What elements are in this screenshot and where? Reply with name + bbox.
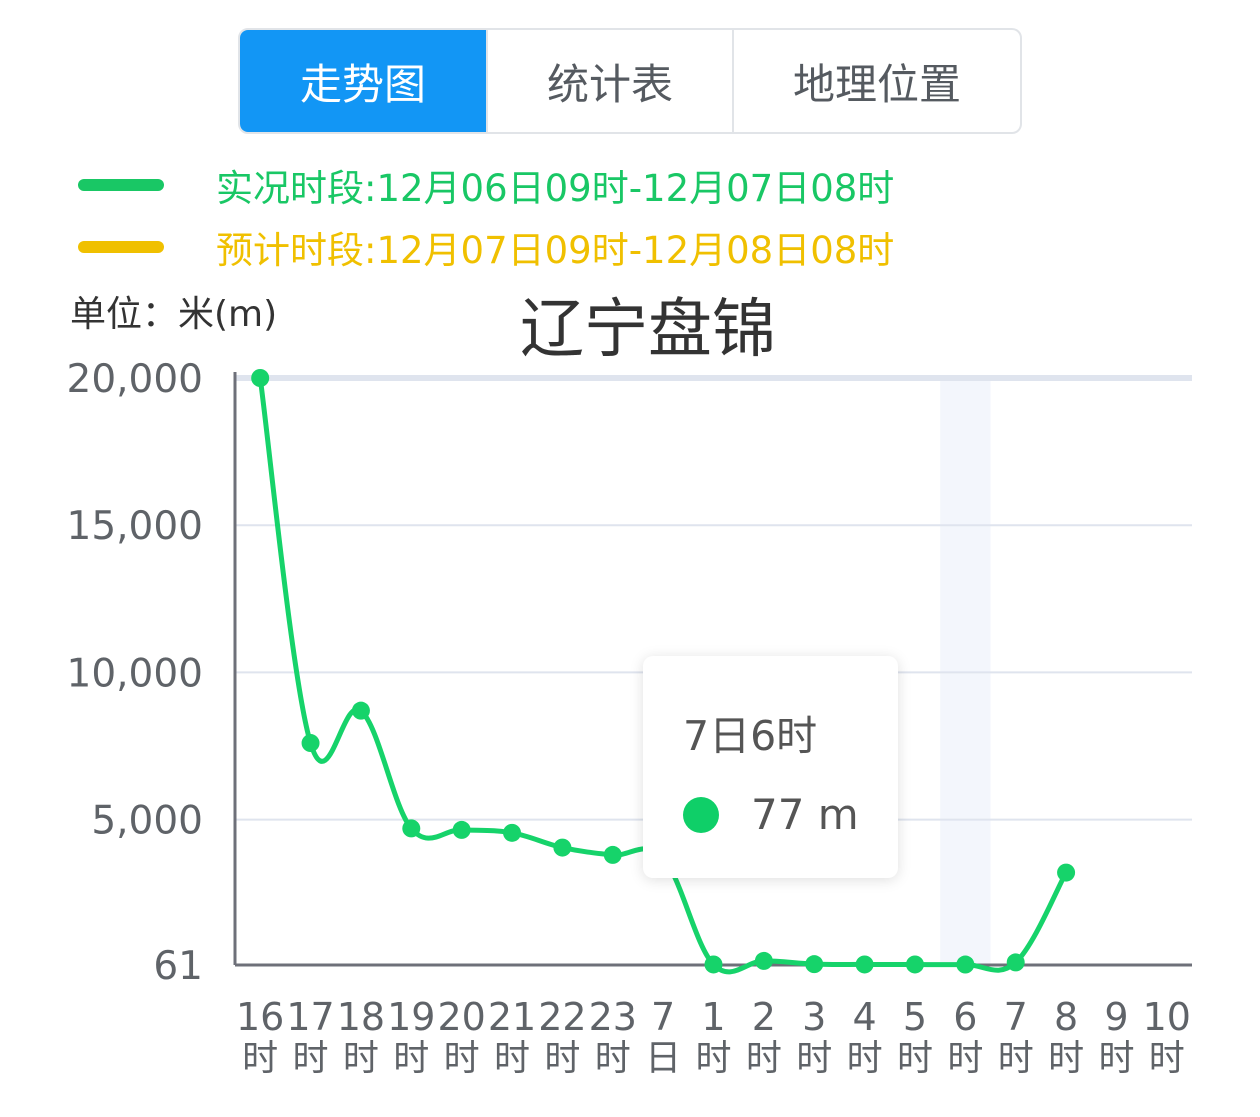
data-point[interactable] bbox=[503, 823, 522, 842]
x-tick-label: 4 bbox=[853, 995, 877, 1039]
x-tick-label: 23 bbox=[589, 995, 637, 1039]
x-tick-unit: 时 bbox=[544, 1038, 580, 1079]
x-tick-label: 16 bbox=[236, 995, 284, 1039]
x-tick-label: 7 bbox=[1004, 995, 1028, 1039]
x-tick-unit: 日 bbox=[645, 1038, 681, 1079]
unit-label: 单位：米(m) bbox=[70, 294, 278, 335]
x-tick-unit: 时 bbox=[293, 1038, 329, 1079]
x-tick-label: 20 bbox=[437, 995, 485, 1039]
data-point[interactable] bbox=[805, 955, 824, 974]
tooltip: 7日6时 77 m bbox=[643, 656, 898, 878]
data-point[interactable] bbox=[301, 734, 320, 753]
y-tick-label: 15,000 bbox=[67, 504, 203, 549]
data-point[interactable] bbox=[704, 955, 723, 974]
data-point[interactable] bbox=[956, 955, 975, 974]
x-tick-label: 19 bbox=[387, 995, 435, 1039]
x-tick-unit: 时 bbox=[1048, 1038, 1084, 1079]
x-tick-unit: 时 bbox=[595, 1038, 631, 1079]
x-tick-label: 3 bbox=[802, 995, 826, 1039]
tab-bar: 走势图 统计表 地理位置 bbox=[238, 28, 1022, 134]
x-tick-unit: 时 bbox=[1098, 1038, 1134, 1079]
chart-title: 辽宁盘锦 bbox=[520, 293, 776, 367]
data-point[interactable] bbox=[452, 820, 471, 839]
x-tick-label: 7 bbox=[651, 995, 675, 1039]
x-tick-unit: 时 bbox=[242, 1038, 278, 1079]
x-tick-unit: 时 bbox=[998, 1038, 1034, 1079]
tab-statistics[interactable]: 统计表 bbox=[486, 30, 732, 132]
x-tick-unit: 时 bbox=[393, 1038, 429, 1079]
x-tick-unit: 时 bbox=[847, 1038, 883, 1079]
x-tick-unit: 时 bbox=[746, 1038, 782, 1079]
x-tick-unit: 时 bbox=[897, 1038, 933, 1079]
x-tick-label: 10 bbox=[1143, 995, 1191, 1039]
x-tick-unit: 时 bbox=[444, 1038, 480, 1079]
x-tick-label: 22 bbox=[538, 995, 586, 1039]
x-tick-unit: 时 bbox=[494, 1038, 530, 1079]
data-point[interactable] bbox=[1006, 953, 1025, 972]
x-tick-unit: 时 bbox=[1149, 1038, 1185, 1079]
data-point[interactable] bbox=[905, 955, 924, 974]
data-point[interactable] bbox=[351, 701, 370, 720]
x-tick-label: 18 bbox=[337, 995, 385, 1039]
x-tick-label: 5 bbox=[903, 995, 927, 1039]
x-tick-label: 2 bbox=[752, 995, 776, 1039]
data-point[interactable] bbox=[855, 955, 874, 974]
data-point[interactable] bbox=[754, 951, 773, 970]
data-point[interactable] bbox=[603, 845, 622, 864]
y-tick-label: 5,000 bbox=[91, 799, 203, 844]
legend-text-observed: 实况时段:12月06日09时-12月07日08时 bbox=[216, 167, 895, 210]
legend-observed: 实况时段:12月06日09时-12月07日08时 bbox=[78, 160, 894, 210]
x-tick-unit: 时 bbox=[947, 1038, 983, 1079]
y-tick-label: 10,000 bbox=[67, 651, 203, 696]
data-point[interactable] bbox=[402, 819, 421, 838]
legend-swatch-forecast bbox=[78, 241, 164, 253]
data-point[interactable] bbox=[1057, 863, 1076, 882]
x-tick-unit: 时 bbox=[796, 1038, 832, 1079]
x-tick-label: 9 bbox=[1104, 995, 1128, 1039]
x-tick-label: 17 bbox=[286, 995, 334, 1039]
x-tick-label: 21 bbox=[488, 995, 536, 1039]
x-tick-unit: 时 bbox=[695, 1038, 731, 1079]
x-tick-label: 8 bbox=[1054, 995, 1078, 1039]
data-point[interactable] bbox=[251, 369, 270, 387]
tab-location[interactable]: 地理位置 bbox=[732, 30, 1020, 132]
tooltip-title: 7日6时 bbox=[683, 712, 818, 760]
tab-trend[interactable]: 走势图 bbox=[240, 30, 486, 132]
x-tick-label: 1 bbox=[701, 995, 725, 1039]
x-tick-label: 6 bbox=[953, 995, 977, 1039]
x-tick-unit: 时 bbox=[343, 1038, 379, 1079]
tooltip-value: 77 m bbox=[751, 790, 859, 839]
y-tick-label: 20,000 bbox=[67, 357, 203, 402]
tooltip-dot bbox=[683, 796, 719, 833]
legend-forecast: 预计时段:12月07日09时-12月08日08时 bbox=[78, 222, 894, 272]
legend-text-forecast: 预计时段:12月07日09时-12月08日08时 bbox=[216, 229, 895, 272]
y-tick-label: 61 bbox=[153, 944, 203, 989]
data-point[interactable] bbox=[553, 838, 572, 857]
legend-swatch-observed bbox=[78, 179, 164, 191]
